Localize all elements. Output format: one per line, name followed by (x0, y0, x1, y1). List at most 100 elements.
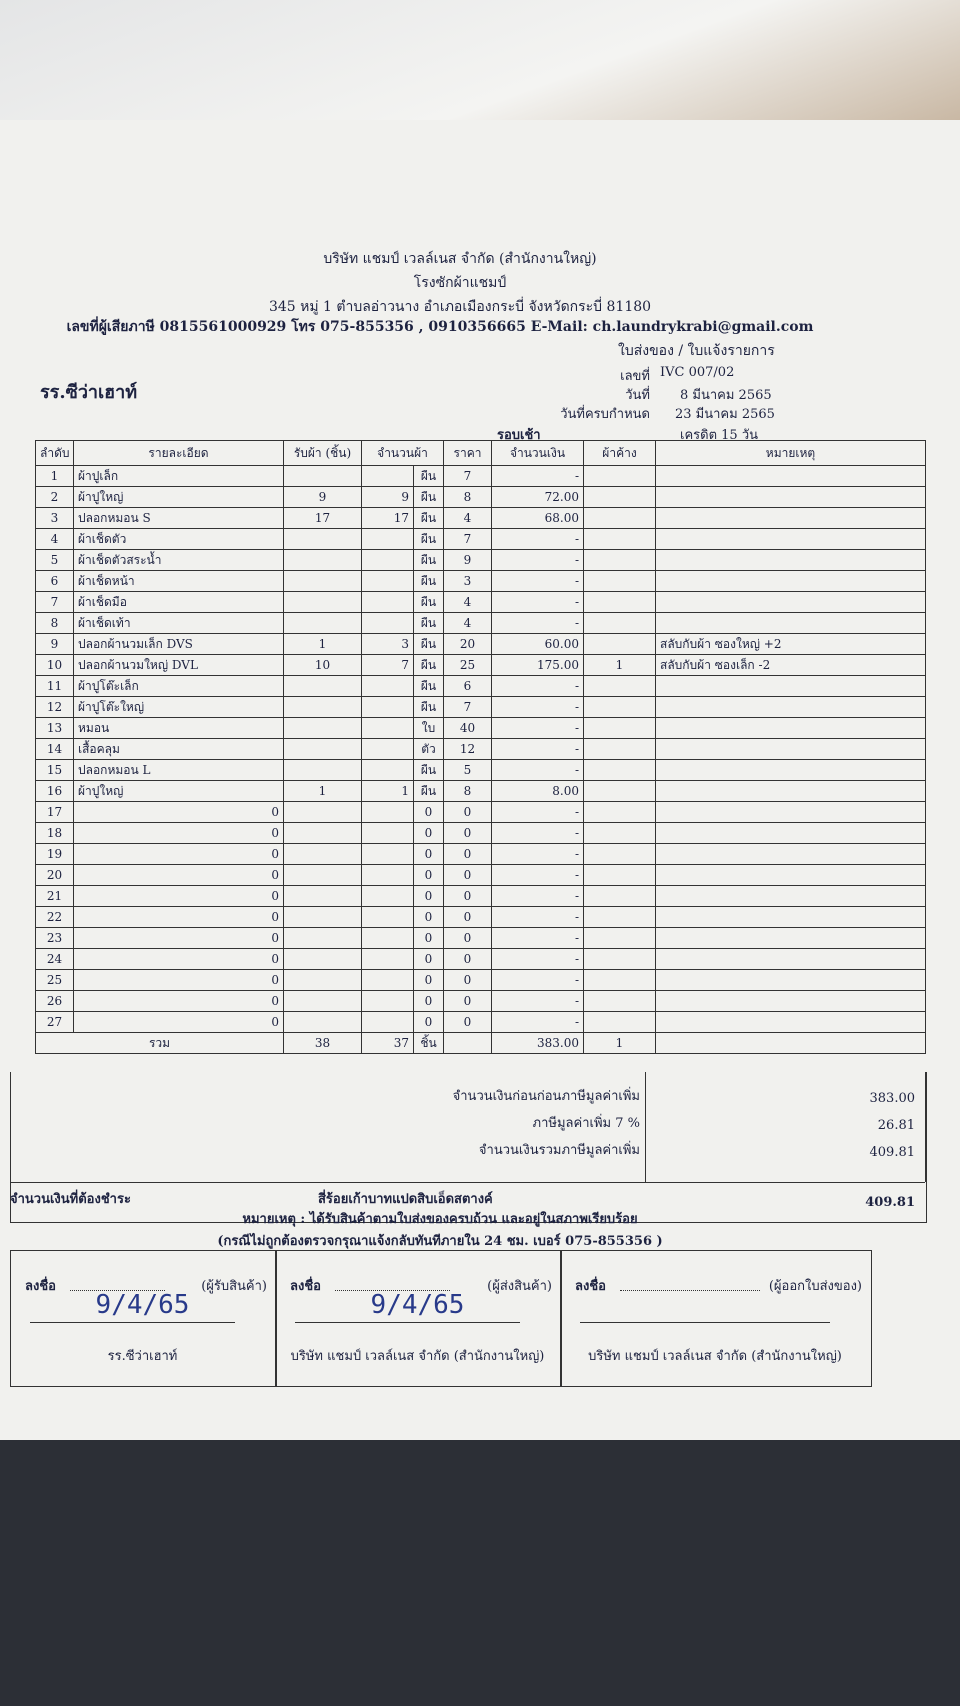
cell (583, 612, 656, 634)
cell: 6 (35, 570, 74, 592)
sign-dots (70, 1290, 165, 1291)
cell: 3 (361, 633, 414, 655)
cell: ผืน (413, 570, 444, 592)
cell: 72.00 (491, 486, 584, 508)
item-row: 19 0 0 0- (35, 843, 926, 865)
column-header: จำนวนเงิน (491, 440, 584, 466)
cell: 16 (35, 780, 74, 802)
cell (361, 528, 414, 550)
cell (361, 717, 414, 739)
cell: 0 (413, 948, 444, 970)
total-label: รวม (35, 1032, 284, 1054)
cell (361, 738, 414, 760)
cell (361, 864, 414, 886)
cell: 9 (443, 549, 492, 571)
cell: - (491, 948, 584, 970)
cell: 27 (35, 1011, 74, 1033)
cell (583, 906, 656, 928)
cell: ปลอกหมอน S (73, 507, 284, 529)
item-row: 22 0 0 0- (35, 906, 926, 928)
note: หมายเหตุ : ได้รับสินค้าตามใบส่งของครบถ้ว… (242, 1212, 638, 1227)
cell: 11 (35, 675, 74, 697)
cell: ผืน (413, 549, 444, 571)
summary-value: 383.00 (869, 1091, 916, 1106)
cell (583, 717, 656, 739)
item-row: 14 เสื้อคลุม ตัว 12- (35, 738, 926, 760)
sign-label: ลงชื่อ (290, 1279, 321, 1294)
cell: 0 (73, 864, 284, 886)
cell: สลับกับผ้า ซองเล็ก -2 (655, 654, 926, 676)
cell: ผ้าปูโต๊ะใหญ่ (73, 696, 284, 718)
cell: 1 (583, 654, 656, 676)
cell: 24 (35, 948, 74, 970)
cell (283, 696, 362, 718)
cell (361, 990, 414, 1012)
item-row: 1 ผ้าปูเล็ก ผืน 7- (35, 465, 926, 487)
cell (655, 570, 926, 592)
cell: ผืน (413, 696, 444, 718)
cell: 0 (443, 927, 492, 949)
cell (655, 885, 926, 907)
cell: หมอน (73, 717, 284, 739)
column-header: หมายเหตุ (655, 440, 926, 466)
cell: - (491, 864, 584, 886)
credit: เครดิต 15 วัน (680, 428, 758, 443)
column-header: รายละเอียด (73, 440, 284, 466)
cell: 4 (443, 612, 492, 634)
date-line (580, 1322, 830, 1323)
cell: 13 (35, 717, 74, 739)
cell (283, 969, 362, 991)
cell: 26 (35, 990, 74, 1012)
cell (655, 738, 926, 760)
summary-label: จำนวนเงินรวมภาษีมูลค่าเพิ่ม (478, 1143, 640, 1158)
cell: 0 (443, 948, 492, 970)
cell: 1 (583, 1032, 656, 1054)
cell (361, 759, 414, 781)
cell: 0 (73, 927, 284, 949)
cell (283, 528, 362, 550)
summary-value: 409.81 (869, 1145, 916, 1160)
cell: - (491, 927, 584, 949)
cell: 1 (35, 465, 74, 487)
cell: 10 (35, 654, 74, 676)
cell: 38 (283, 1032, 362, 1054)
cell: 14 (35, 738, 74, 760)
items-table: ลำดับ รายละเอียด รับผ้า (ชิ้น) จำนวนผ้า ราคา… (35, 440, 926, 1054)
cell (655, 990, 926, 1012)
cell (583, 507, 656, 529)
cell: 0 (443, 822, 492, 844)
cell (283, 717, 362, 739)
cell (283, 738, 362, 760)
cell: 19 (35, 843, 74, 865)
cell: 25 (35, 969, 74, 991)
header-row: ลำดับ รายละเอียด รับผ้า (ชิ้น) จำนวนผ้า ราคา… (35, 440, 926, 466)
cell: ผืน (413, 528, 444, 550)
signature-box (10, 1250, 277, 1387)
cell: 5 (443, 759, 492, 781)
column-header: ผ้าค้าง (583, 440, 656, 466)
cell (655, 780, 926, 802)
cell: - (491, 528, 584, 550)
cell: ผ้าเช็ดตัวสระน้ำ (73, 549, 284, 571)
cell: 0 (73, 969, 284, 991)
cell (283, 549, 362, 571)
cell: 9 (283, 486, 362, 508)
cell (583, 633, 656, 655)
cell: สลับกับผ้า ซองใหญ่ +2 (655, 633, 926, 655)
cell: ชิ้น (413, 1032, 444, 1054)
customer: รร.ซีว่าเฮาท์ (40, 382, 138, 403)
value-box (645, 1072, 926, 1182)
sign-dots (620, 1290, 760, 1291)
cell: 0 (413, 822, 444, 844)
meta-value: IVC 007/02 (660, 365, 735, 380)
item-row: 5 ผ้าเช็ดตัวสระน้ำ ผืน 9- (35, 549, 926, 571)
cell: 17 (361, 507, 414, 529)
cell: 0 (73, 843, 284, 865)
cell: เสื้อคลุม (73, 738, 284, 760)
cell: ปลอกผ้านวมเล็ก DVS (73, 633, 284, 655)
cell (283, 843, 362, 865)
cell: 23 (35, 927, 74, 949)
item-row: 7 ผ้าเช็ดมือ ผืน 4- (35, 591, 926, 613)
cell (361, 843, 414, 865)
cell: ผืน (413, 654, 444, 676)
